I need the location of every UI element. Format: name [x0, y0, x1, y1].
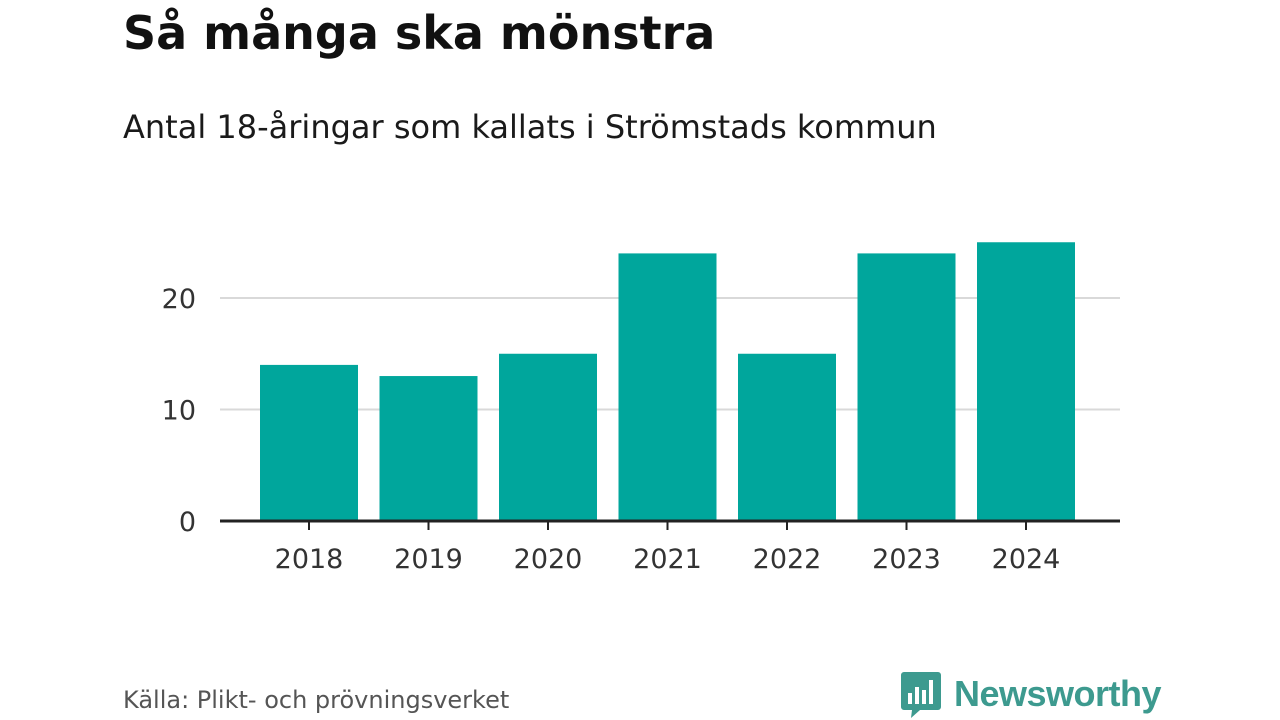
x-tick-label-2021: 2021	[633, 544, 702, 575]
y-tick-label-10: 10	[162, 396, 196, 427]
bar-2022	[738, 353, 836, 521]
x-tick-label-2020: 2020	[514, 544, 583, 575]
bar-chart: 0 10 20 2018 2019 2020 2021 2022 2023 2024	[162, 242, 1120, 575]
bar-2020	[499, 353, 597, 521]
x-tick-label-2019: 2019	[394, 544, 463, 575]
x-tick-label-2023: 2023	[872, 544, 941, 575]
x-tick-labels: 2018 2019 2020 2021 2022 2023 2024	[275, 521, 1061, 575]
x-tick-label-2022: 2022	[753, 544, 822, 575]
bars	[260, 242, 1075, 521]
brand-name: Newsworthy	[954, 673, 1162, 714]
source-note: Källa: Plikt- och prövningsverket	[123, 686, 510, 714]
bar-chart-speech-bubble-icon	[901, 672, 941, 718]
bar-2019	[379, 376, 478, 521]
brand-logo: Newsworthy	[900, 668, 1162, 720]
y-tick-labels: 0 10 20	[162, 284, 196, 538]
bar-2021	[618, 253, 717, 521]
bar-2023	[857, 253, 956, 521]
x-tick-label-2024: 2024	[992, 544, 1061, 575]
y-tick-label-20: 20	[162, 284, 196, 315]
x-tick-label-2018: 2018	[275, 544, 344, 575]
chart-title: Så många ska mönstra	[123, 6, 716, 60]
chart-subtitle: Antal 18-åringar som kallats i Strömstad…	[123, 108, 937, 146]
bar-2024	[977, 242, 1075, 521]
y-tick-label-0: 0	[179, 507, 196, 538]
bar-2018	[260, 364, 358, 521]
